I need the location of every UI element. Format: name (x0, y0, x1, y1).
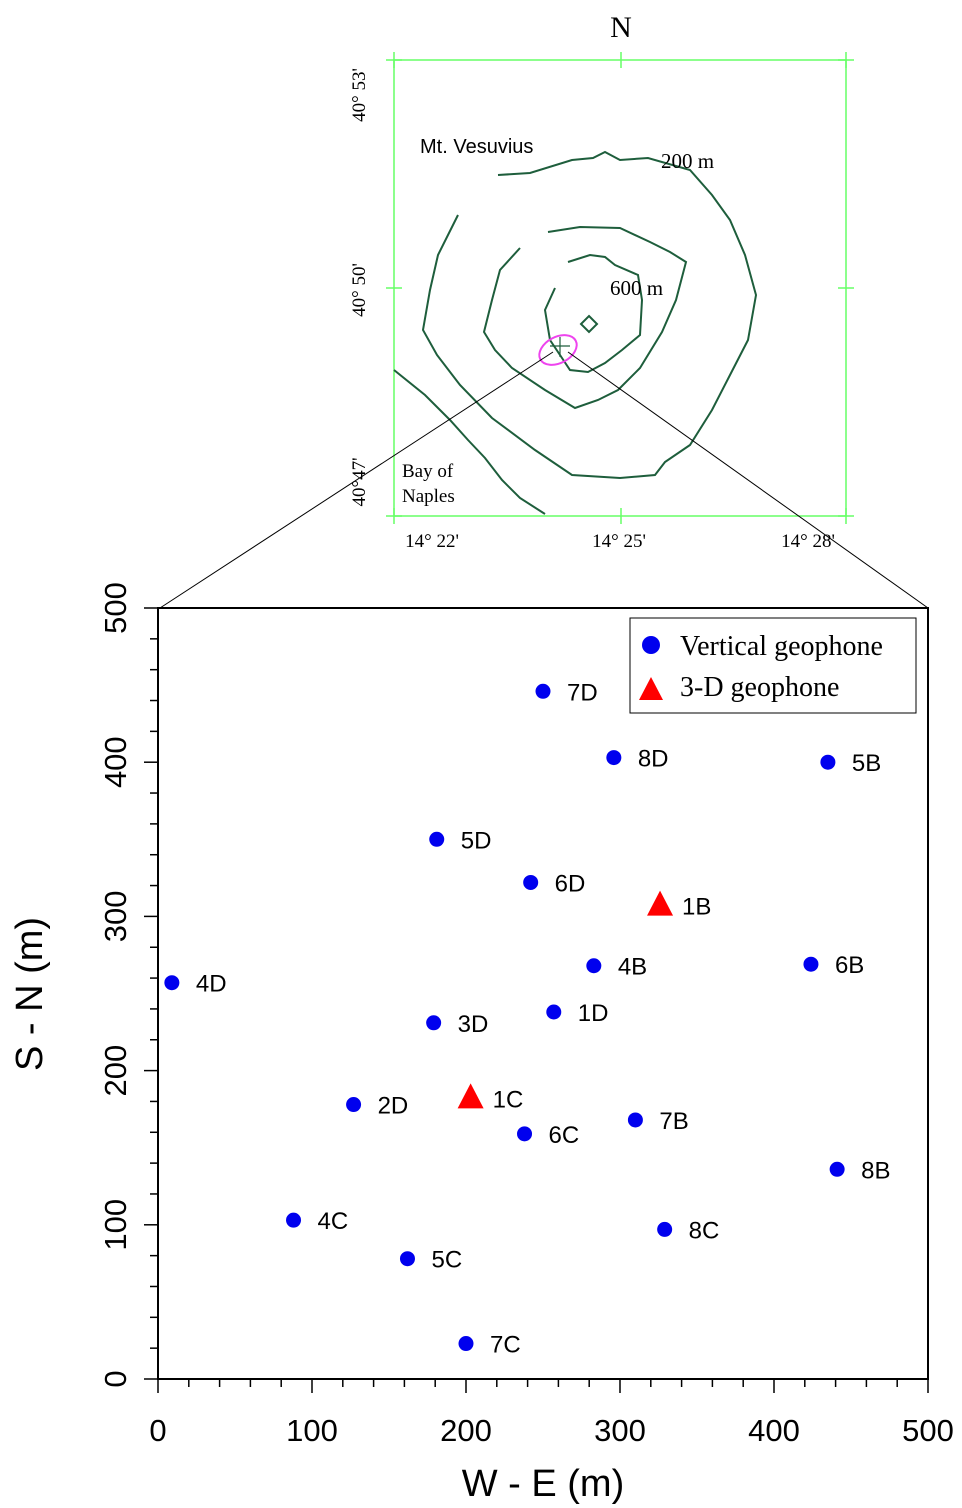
vertical-geophone-point (164, 975, 180, 991)
array-crosshair (550, 337, 570, 357)
vertical-geophone-point (829, 1161, 845, 1177)
x-tick-label: 0 (149, 1413, 166, 1448)
lat-tick-label: 40°47' (349, 457, 370, 506)
legend-label: Vertical geophone (680, 631, 883, 662)
vertical-geophone-point (546, 1004, 562, 1020)
vertical-geophone-point (517, 1126, 533, 1142)
legend-label: 3-D geophone (680, 672, 839, 703)
vertical-geophone-point (657, 1221, 673, 1237)
y-tick-label: 500 (98, 582, 133, 634)
station-label: 8D (638, 746, 669, 773)
volcano-label: Mt. Vesuvius (420, 136, 533, 158)
vertical-geophone-point (627, 1112, 643, 1128)
station-label: 4D (196, 971, 227, 998)
vertical-geophone-point (820, 754, 836, 770)
y-axis-label: S - N (m) (9, 917, 51, 1071)
vertical-geophone-point (426, 1015, 442, 1031)
station-label: 3D (458, 1011, 489, 1038)
vertical-geophone-point (286, 1212, 302, 1228)
station-label: 6D (555, 870, 586, 897)
axis-ticks (144, 607, 929, 1393)
vertical-geophone-point (429, 831, 445, 847)
station-label: 8C (689, 1217, 720, 1244)
bay-label-line1: Bay of (402, 461, 454, 482)
zoom-leader-lines (159, 351, 929, 609)
station-label: 8B (861, 1157, 890, 1184)
station-label: 5B (852, 750, 881, 777)
station-label: 1D (578, 1000, 609, 1027)
contour-label-600m: 600 m (610, 276, 663, 300)
contour-mid (482, 225, 688, 410)
contour-label-200m: 200 m (661, 149, 714, 173)
bay-label-line2: Naples (402, 486, 455, 507)
station-label: 7C (490, 1332, 521, 1359)
legend-box (629, 617, 917, 714)
x-tick-label: 200 (440, 1413, 492, 1448)
array-location-ellipse (538, 334, 578, 366)
contour-600m (543, 253, 644, 374)
y-tick-label: 400 (98, 736, 133, 788)
station-label: 5C (431, 1247, 462, 1274)
north-label: N (610, 11, 632, 44)
x-tick-label: 300 (594, 1413, 646, 1448)
summit-marker (579, 314, 599, 334)
three-d-geophone-point (457, 1083, 484, 1109)
vertical-geophone-point (523, 874, 539, 890)
station-label: 4C (318, 1208, 349, 1235)
x-tick-label: 100 (286, 1413, 338, 1448)
lon-tick-label: 14° 28' (781, 531, 835, 552)
station-label: 4B (618, 954, 647, 981)
vertical-geophone-point (399, 1251, 415, 1267)
plot-frame (157, 607, 929, 1380)
y-tick-label: 200 (98, 1045, 133, 1097)
station-label: 2D (378, 1093, 409, 1120)
y-tick-label: 0 (98, 1370, 133, 1387)
legend-circle-icon (642, 636, 660, 654)
coastline (393, 369, 546, 515)
legend: Vertical geophone 3-D geophone (629, 617, 917, 714)
data-points: 7D 8D 5B 5D 6D 4B 6B 4D 1D 3D 2D 7B 6C 8B 4C 8C 5C 7C 1B 1C (164, 679, 890, 1359)
lat-tick-label: 40° 53' (349, 68, 370, 122)
vertical-geophone-point (535, 683, 551, 699)
x-tick-label: 400 (748, 1413, 800, 1448)
location-map: N (349, 11, 854, 552)
map-graticule-ticks (386, 52, 854, 524)
x-axis-label: W - E (m) (462, 1463, 625, 1505)
station-label: 7B (659, 1108, 688, 1135)
x-tick-label: 500 (902, 1413, 954, 1448)
three-d-geophone-point (647, 890, 674, 916)
station-label: 6B (835, 952, 864, 979)
contour-200m (421, 150, 758, 480)
geophone-array-plot: 0 100 200 300 400 500 0 100 200 300 400 500 W - E (… (9, 582, 954, 1505)
vertical-geophone-point (803, 956, 819, 972)
y-tick-label: 300 (98, 891, 133, 943)
station-label: 5D (461, 827, 492, 854)
legend-triangle-icon (639, 677, 663, 700)
vertical-geophone-point (346, 1097, 362, 1113)
station-label: 6C (549, 1122, 580, 1149)
lon-tick-label: 14° 25' (592, 531, 646, 552)
station-label: 1C (493, 1086, 524, 1113)
station-label: 7D (567, 679, 598, 706)
lon-tick-label: 14° 22' (405, 531, 459, 552)
y-tick-label: 100 (98, 1199, 133, 1251)
contour-lines (393, 150, 758, 515)
vertical-geophone-point (606, 750, 622, 766)
axis-tick-labels: 0 100 200 300 400 500 0 100 200 300 400 500 (98, 582, 954, 1448)
vertical-geophone-point (458, 1336, 474, 1352)
lat-tick-label: 40° 50' (349, 263, 370, 317)
station-label: 1B (682, 894, 711, 921)
vertical-geophone-point (586, 958, 602, 974)
